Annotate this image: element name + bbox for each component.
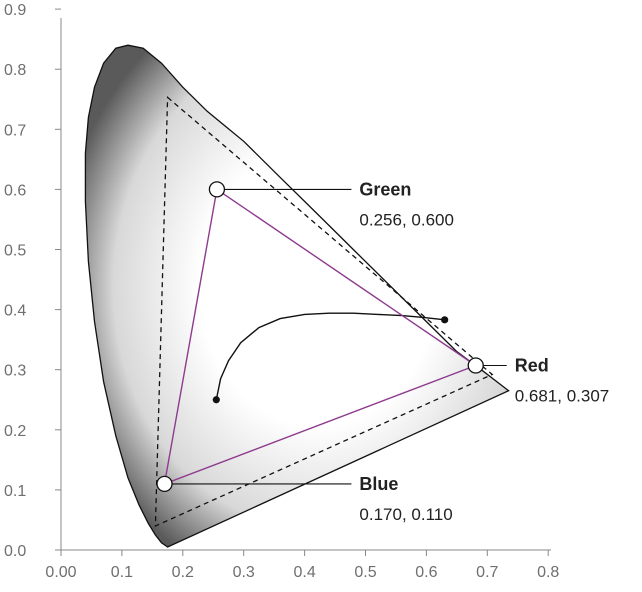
x-tick-label: 0.8 <box>537 564 559 581</box>
x-tick-label: 0.3 <box>233 564 255 581</box>
spectral-locus <box>84 44 510 548</box>
reference-gamut-triangle <box>154 96 494 528</box>
planckian-end-dot <box>441 316 449 324</box>
blue-primary-marker <box>156 475 173 493</box>
planckian-start-dot <box>212 396 220 404</box>
y-tick-label: 0.4 <box>4 303 26 320</box>
x-tick-label: 0.6 <box>415 564 437 581</box>
red-coordinates: 0.681, 0.307 <box>515 386 610 405</box>
blue-label: Blue <box>359 474 398 494</box>
gamut-triangle <box>163 188 478 485</box>
green-primary-marker <box>208 181 226 198</box>
y-tick-label: 0.0 <box>4 543 26 560</box>
primary-markers <box>156 181 484 493</box>
x-tick-label: 0.1 <box>111 564 133 581</box>
y-tick-label: 0.3 <box>4 363 26 380</box>
green-coordinates: 0.256, 0.600 <box>359 210 454 229</box>
y-tick-label: 0.9 <box>4 2 26 19</box>
x-tick-label: 0.00 <box>45 564 76 581</box>
blue-coordinates: 0.170, 0.110 <box>359 505 452 524</box>
y-tick-label: 0.1 <box>4 483 26 500</box>
x-tick-label: 0.7 <box>476 564 498 581</box>
y-tick-label: 0.2 <box>4 423 26 440</box>
x-tick-label: 0.5 <box>354 564 376 581</box>
primary-labels: Green 0.256, 0.600 Red 0.681, 0.307 Blue… <box>359 179 609 523</box>
x-tick-label: 0.2 <box>172 564 194 581</box>
red-primary-marker <box>467 357 484 374</box>
y-tick-label: 0.5 <box>4 243 26 260</box>
y-tick-label: 0.8 <box>4 62 26 79</box>
axes: 0.0 0.1 0.2 0.3 0.4 0.5 0.6 0.7 0.8 0.9 0.00 0.1 0.… <box>4 2 559 581</box>
green-label: Green <box>359 179 411 199</box>
y-tick-label: 0.6 <box>4 182 26 199</box>
x-tick-label: 0.4 <box>293 564 315 581</box>
red-label: Red <box>515 355 549 375</box>
y-tick-label: 0.7 <box>4 122 26 139</box>
